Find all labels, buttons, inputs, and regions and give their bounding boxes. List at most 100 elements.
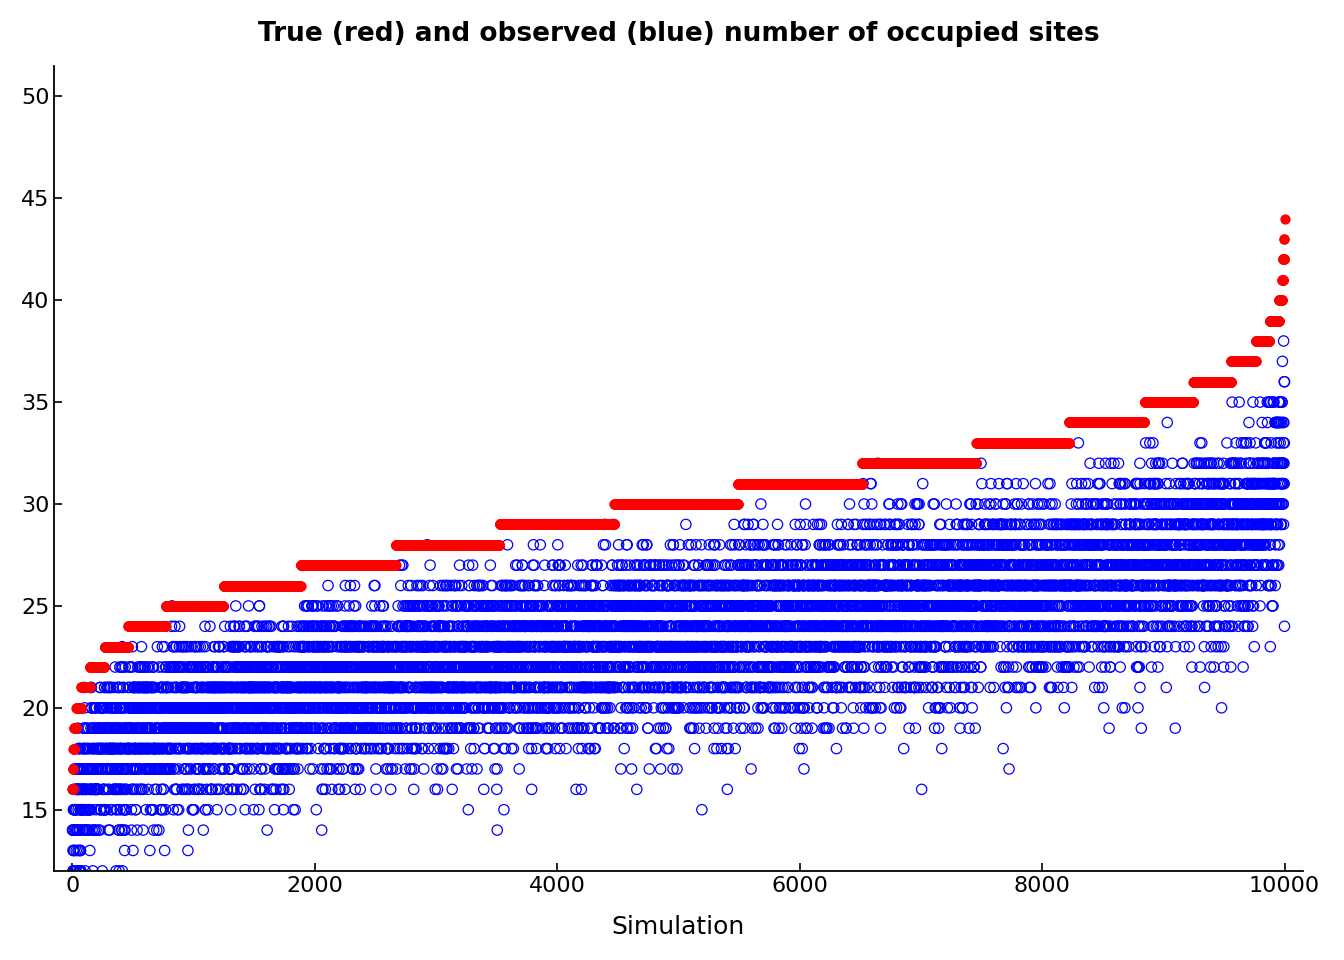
Point [527,516,548,532]
Point [196,598,218,613]
Point [399,537,421,552]
Point [899,456,921,471]
Point [679,680,700,695]
Point [714,496,735,512]
Point [1025,700,1047,715]
Point [679,598,700,613]
Point [528,516,550,532]
Point [382,558,403,573]
Point [227,680,249,695]
Point [917,456,938,471]
Point [555,516,577,532]
Point [968,578,989,593]
Point [259,578,281,593]
Point [74,721,95,736]
Point [310,558,332,573]
Point [1192,374,1214,390]
Point [669,496,691,512]
Point [1122,415,1144,430]
Point [422,537,444,552]
Point [616,721,637,736]
Point [1195,578,1216,593]
Point [1246,537,1267,552]
Point [844,639,866,655]
Point [1173,639,1195,655]
Point [1141,578,1163,593]
Point [450,598,472,613]
Point [1259,313,1281,328]
Point [517,516,539,532]
Point [827,558,848,573]
Point [1030,598,1051,613]
Point [847,476,868,492]
Point [550,516,571,532]
Point [319,558,340,573]
Point [874,516,895,532]
Point [274,660,296,675]
Point [196,598,218,613]
Point [734,476,755,492]
Point [809,476,831,492]
Point [511,639,532,655]
Point [688,639,710,655]
Point [1188,456,1210,471]
Point [335,639,356,655]
Point [328,680,349,695]
Point [1239,353,1261,369]
Point [1020,435,1042,450]
Point [1216,374,1238,390]
Point [716,781,738,797]
Point [468,537,489,552]
Point [918,456,939,471]
Point [1011,435,1032,450]
Point [977,618,999,634]
Point [439,537,461,552]
Point [212,598,234,613]
Point [1114,476,1136,492]
Point [207,781,228,797]
Point [360,558,382,573]
Point [102,741,124,756]
Point [534,516,555,532]
Point [402,639,423,655]
Point [641,496,663,512]
Point [696,496,718,512]
Point [917,456,938,471]
Point [503,618,524,634]
Point [890,578,911,593]
Point [1075,496,1097,512]
Point [948,456,969,471]
Point [894,456,915,471]
Point [1177,558,1199,573]
Point [669,618,691,634]
Point [820,618,841,634]
Point [546,578,567,593]
Point [125,741,146,756]
Point [1181,516,1203,532]
Point [145,700,167,715]
Point [140,700,161,715]
Point [555,618,577,634]
Point [1154,598,1176,613]
Point [923,456,945,471]
Point [73,680,94,695]
Point [759,598,781,613]
Point [160,700,181,715]
Point [1081,639,1102,655]
Point [223,578,245,593]
Point [113,700,134,715]
Point [464,639,485,655]
Point [851,476,872,492]
Point [1232,353,1254,369]
Point [65,802,86,817]
Point [93,660,114,675]
Point [1210,374,1231,390]
Point [1075,415,1097,430]
Point [985,435,1007,450]
Point [1003,558,1024,573]
Point [180,598,202,613]
Point [176,680,198,695]
Point [981,435,1003,450]
Point [167,598,188,613]
Point [161,700,183,715]
